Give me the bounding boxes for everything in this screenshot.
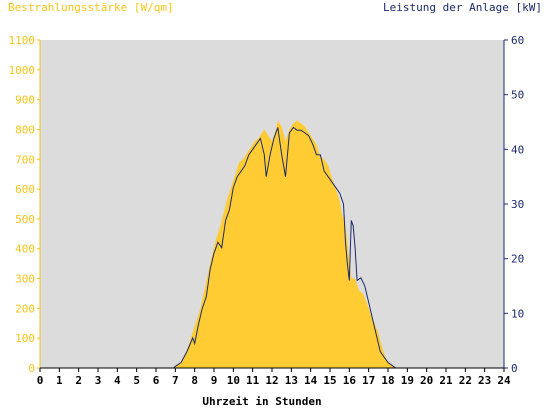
left-axis: 0 100 200 300 400 500 600 700 800 900 1000 1100 — [9, 34, 41, 375]
x-tick-label: 2 — [75, 374, 82, 387]
right-tick-label: 60 — [511, 34, 524, 47]
right-axis-label: Leistung der Anlage [kW] — [383, 1, 542, 14]
left-tick-label: 300 — [15, 273, 35, 286]
right-tick-label: 40 — [511, 143, 524, 156]
power-line — [40, 126, 504, 369]
x-tick-label: 15 — [323, 374, 336, 387]
x-tick-label: 19 — [401, 374, 414, 387]
left-tick-label: 600 — [15, 183, 35, 196]
x-tick-label: 6 — [153, 374, 160, 387]
irradiance-area — [173, 120, 398, 368]
x-tick-label: 0 — [37, 374, 44, 387]
x-tick-label: 13 — [285, 374, 298, 387]
right-tick-label: 10 — [511, 307, 524, 320]
x-tick-label: 16 — [343, 374, 357, 387]
x-tick-label: 14 — [304, 374, 318, 387]
left-tick-label: 800 — [15, 123, 35, 136]
x-tick-label: 22 — [459, 374, 472, 387]
left-tick-label: 1000 — [9, 64, 36, 77]
x-tick-label: 3 — [95, 374, 102, 387]
left-tick-label: 0 — [28, 362, 35, 375]
x-tick-label: 12 — [265, 374, 278, 387]
x-tick-label: 7 — [172, 374, 179, 387]
x-tick-label: 23 — [478, 374, 491, 387]
left-tick-label: 700 — [15, 153, 35, 166]
x-tick-label: 9 — [211, 374, 218, 387]
left-tick-label: 200 — [15, 302, 35, 315]
x-tick-label: 24 — [497, 374, 511, 387]
right-tick-label: 0 — [511, 362, 518, 375]
x-tick-label: 17 — [362, 374, 375, 387]
x-tick-label: 10 — [227, 374, 240, 387]
x-tick-label: 5 — [133, 374, 140, 387]
x-tick-label: 20 — [420, 374, 433, 387]
left-tick-label: 1100 — [9, 34, 36, 47]
left-tick-label: 900 — [15, 94, 35, 107]
x-tick-label: 4 — [114, 374, 121, 387]
right-tick-label: 30 — [511, 198, 524, 211]
right-tick-label: 50 — [511, 89, 524, 102]
right-axis: 0 10 20 30 40 50 60 — [503, 34, 524, 375]
x-tick-label: 21 — [439, 374, 453, 387]
x-tick-label: 11 — [246, 374, 260, 387]
x-axis: 0 1 2 3 4 5 6 7 8 9 10 11 12 13 14 15 16 17 18 19 20 21 22 23 24 — [37, 367, 511, 387]
x-tick-label: 1 — [56, 374, 63, 387]
left-axis-label: Bestrahlungsstärke [W/qm] — [8, 1, 174, 14]
left-tick-label: 100 — [15, 332, 35, 345]
left-tick-label: 500 — [15, 213, 35, 226]
x-tick-label: 18 — [381, 374, 394, 387]
x-tick-label: 8 — [191, 374, 198, 387]
left-tick-label: 400 — [15, 243, 35, 256]
x-axis-label: Uhrzeit in Stunden — [202, 395, 321, 408]
right-tick-label: 20 — [511, 253, 524, 266]
